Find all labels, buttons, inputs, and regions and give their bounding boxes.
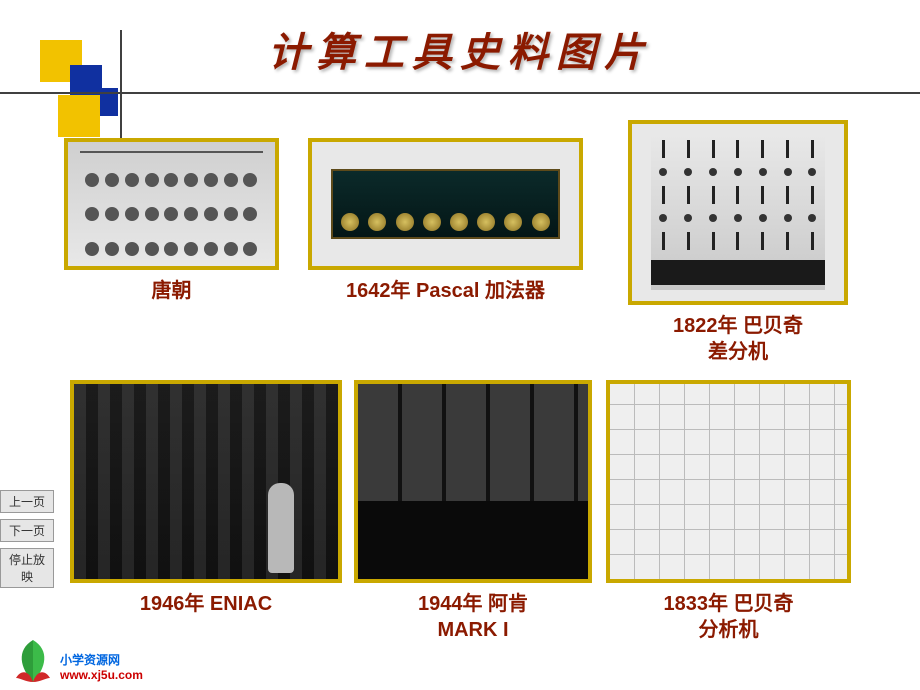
pascal-machine xyxy=(331,169,561,238)
abacus-row xyxy=(82,241,260,257)
eniac-racks xyxy=(74,384,338,579)
horizontal-divider xyxy=(0,92,920,94)
image-babbage-diff xyxy=(628,120,848,305)
logo-text: 小学资源网 www.xj5u.com xyxy=(60,653,143,684)
caption-eniac: 1946年 ENIAC xyxy=(140,591,272,617)
abacus-bar xyxy=(80,151,262,153)
logo-cn: 小学资源网 xyxy=(60,653,143,669)
caption-babbage-ana: 1833年 巴贝奇 分析机 xyxy=(663,591,793,643)
caption-pascal: 1642年 Pascal 加法器 xyxy=(346,278,545,304)
page-title: 计算工具史料图片 xyxy=(268,20,652,78)
card-babbage-diff: 1822年 巴贝奇 差分机 xyxy=(628,120,848,365)
vertical-divider xyxy=(120,30,122,140)
card-pascal: 1642年 Pascal 加法器 xyxy=(308,138,583,304)
caption-mark1: 1944年 阿肯 MARK I xyxy=(418,591,528,643)
stop-button[interactable]: 停止放映 xyxy=(0,548,54,588)
card-abacus: 唐朝 xyxy=(64,138,279,304)
decor-square xyxy=(58,95,100,137)
caption-abacus: 唐朝 xyxy=(152,278,192,304)
card-eniac: 1946年 ENIAC xyxy=(70,380,342,617)
next-button[interactable]: 下一页 xyxy=(0,519,54,542)
babbage-diff-machine xyxy=(651,135,825,291)
mark1-racks xyxy=(358,384,588,579)
leaf-icon xyxy=(10,638,56,684)
abacus-row xyxy=(82,172,260,188)
prev-button[interactable]: 上一页 xyxy=(0,490,54,513)
image-babbage-ana xyxy=(606,380,851,583)
abacus-row xyxy=(82,206,260,222)
header: 计算工具史料图片 xyxy=(0,0,920,140)
image-abacus xyxy=(64,138,279,270)
nav-buttons: 上一页 下一页 停止放映 xyxy=(0,490,54,588)
image-mark1 xyxy=(354,380,592,583)
eniac-person xyxy=(268,483,294,573)
card-babbage-ana: 1833年 巴贝奇 分析机 xyxy=(606,380,851,643)
card-mark1: 1944年 阿肯 MARK I xyxy=(354,380,592,643)
image-pascal xyxy=(308,138,583,270)
caption-babbage-diff: 1822年 巴贝奇 差分机 xyxy=(673,313,803,365)
decor-squares xyxy=(40,40,125,135)
site-logo: 小学资源网 www.xj5u.com xyxy=(10,638,143,684)
image-eniac xyxy=(70,380,342,583)
babbage-ana-diagram xyxy=(610,384,847,579)
logo-url: www.xj5u.com xyxy=(60,668,143,684)
